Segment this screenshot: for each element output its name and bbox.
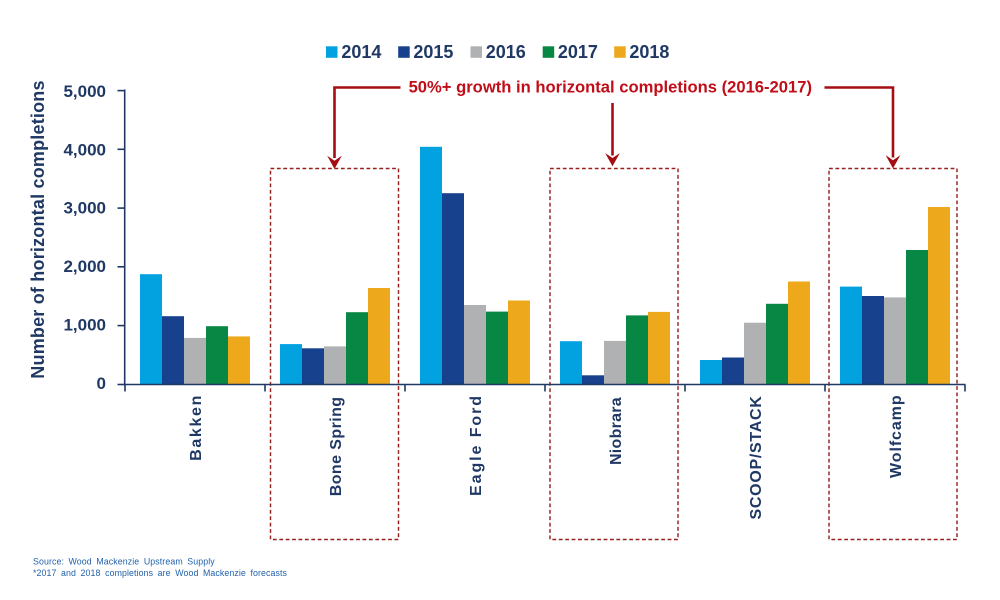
svg-text:Bakken: Bakken [188,394,205,461]
svg-text:2018: 2018 [629,42,669,62]
svg-text:3,000: 3,000 [63,199,106,218]
svg-text:2016: 2016 [486,42,526,62]
svg-text:1,000: 1,000 [63,316,106,335]
svg-text:50%+ growth in horizontal comp: 50%+ growth in horizontal completions (2… [409,78,812,97]
svg-text:Wolfcamp: Wolfcamp [888,395,905,478]
svg-text:5,000: 5,000 [63,82,106,101]
svg-text:Eagle Ford: Eagle Ford [468,394,485,496]
svg-text:*2017 and 2018 completions are: *2017 and 2018 completions are Wood Mack… [33,568,288,578]
svg-text:Niobrara: Niobrara [608,397,625,465]
svg-text:4,000: 4,000 [63,141,106,160]
svg-text:Bone Spring: Bone Spring [328,397,345,497]
svg-text:0: 0 [97,374,106,393]
svg-text:2,000: 2,000 [63,257,106,276]
svg-text:2015: 2015 [413,42,453,62]
svg-text:2014: 2014 [341,42,381,62]
svg-text:Source: Wood Mackenzie Upstrea: Source: Wood Mackenzie Upstream Supply [33,557,215,567]
svg-text:2017: 2017 [558,42,598,62]
svg-text:SCOOP/STACK: SCOOP/STACK [748,396,765,520]
svg-text:Number of horizontal completio: Number of horizontal completions [28,80,48,378]
